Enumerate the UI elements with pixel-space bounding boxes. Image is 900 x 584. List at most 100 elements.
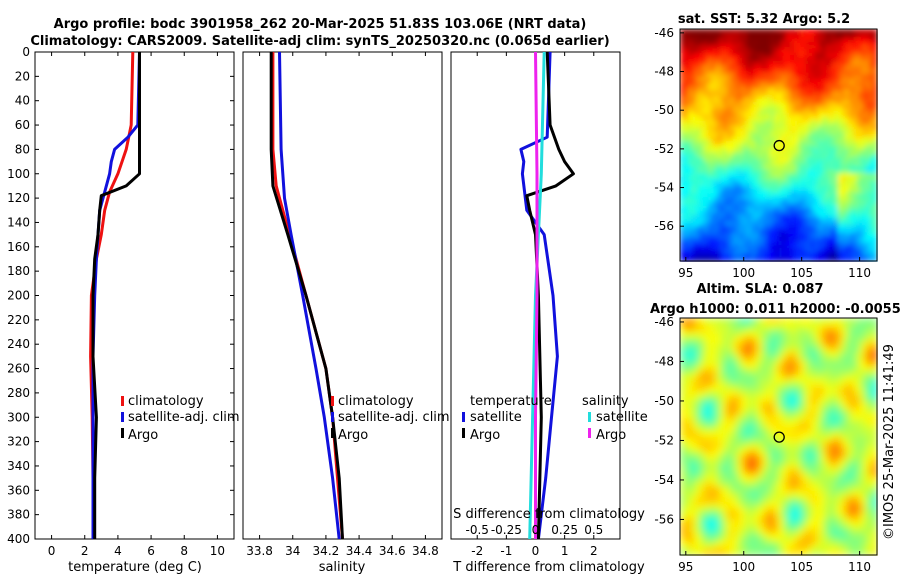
map-cell bbox=[680, 459, 685, 464]
map-cell bbox=[752, 468, 757, 473]
map-cell bbox=[823, 323, 828, 328]
lat-tick-label: -56 bbox=[654, 219, 674, 233]
map-cell bbox=[830, 37, 835, 42]
map-cell bbox=[853, 209, 858, 214]
map-cell bbox=[849, 165, 854, 170]
map-cell bbox=[834, 145, 839, 150]
map-cell bbox=[734, 487, 739, 492]
map-cell bbox=[823, 327, 828, 332]
map-cell bbox=[715, 253, 720, 258]
map-cell bbox=[755, 181, 760, 186]
map-cell bbox=[810, 373, 815, 378]
map-cell bbox=[837, 350, 842, 355]
map-cell bbox=[841, 464, 846, 469]
map-cell bbox=[693, 505, 698, 510]
map-cell bbox=[818, 41, 823, 46]
map-cell bbox=[779, 229, 784, 234]
map-cell bbox=[849, 253, 854, 258]
map-cell bbox=[818, 125, 823, 130]
map-cell bbox=[868, 427, 873, 432]
map-cell bbox=[864, 418, 869, 423]
map-cell bbox=[806, 121, 811, 126]
map-cell bbox=[725, 478, 730, 483]
map-cell bbox=[828, 427, 833, 432]
map-cell bbox=[680, 245, 685, 250]
map-cell bbox=[806, 253, 811, 258]
map-cell bbox=[782, 237, 787, 242]
map-cell bbox=[783, 400, 788, 405]
map-cell bbox=[832, 468, 837, 473]
map-cell bbox=[743, 350, 748, 355]
map-cell bbox=[734, 464, 739, 469]
map-cell bbox=[779, 81, 784, 86]
map-cell bbox=[704, 41, 709, 46]
map-cell bbox=[787, 332, 792, 337]
map-cell bbox=[743, 145, 748, 150]
map-cell bbox=[729, 482, 734, 487]
map-cell bbox=[704, 153, 709, 158]
map-cell bbox=[751, 233, 756, 238]
map-cell bbox=[747, 249, 752, 254]
map-cell bbox=[731, 253, 736, 258]
map-cell bbox=[716, 446, 721, 451]
map-cell bbox=[806, 245, 811, 250]
map-cell bbox=[716, 345, 721, 350]
map-cell bbox=[719, 85, 724, 90]
map-cell bbox=[688, 121, 693, 126]
map-cell bbox=[735, 29, 740, 34]
map-cell bbox=[716, 500, 721, 505]
map-cell bbox=[716, 455, 721, 460]
map-cell bbox=[680, 377, 685, 382]
map-cell bbox=[810, 437, 815, 442]
map-cell bbox=[707, 386, 712, 391]
map-cell bbox=[818, 137, 823, 142]
map-cell bbox=[735, 217, 740, 222]
map-cell bbox=[702, 350, 707, 355]
map-cell bbox=[796, 345, 801, 350]
map-cell bbox=[743, 105, 748, 110]
map-cell bbox=[767, 233, 772, 238]
map-cell bbox=[794, 229, 799, 234]
map-cell bbox=[723, 253, 728, 258]
map-cell bbox=[743, 391, 748, 396]
map-cell bbox=[702, 473, 707, 478]
map-cell bbox=[864, 482, 869, 487]
map-cell bbox=[743, 327, 748, 332]
map-cell bbox=[849, 169, 854, 174]
map-cell bbox=[810, 193, 815, 198]
map-cell bbox=[689, 368, 694, 373]
x-tick-label: -1 bbox=[500, 544, 512, 558]
map-cell bbox=[792, 450, 797, 455]
map-cell bbox=[818, 133, 823, 138]
map-cell bbox=[752, 441, 757, 446]
map-cell bbox=[719, 121, 724, 126]
map-cell bbox=[756, 359, 761, 364]
map-cell bbox=[680, 496, 685, 501]
map-cell bbox=[743, 427, 748, 432]
map-cell bbox=[787, 414, 792, 419]
map-cell bbox=[842, 133, 847, 138]
map-cell bbox=[792, 478, 797, 483]
map-cell bbox=[790, 181, 795, 186]
map-cell bbox=[810, 217, 815, 222]
map-cell bbox=[761, 496, 766, 501]
legend-climatology: climatology bbox=[128, 394, 204, 409]
map-cell bbox=[857, 165, 862, 170]
map-cell bbox=[838, 37, 843, 42]
map-cell bbox=[826, 129, 831, 134]
map-cell bbox=[734, 368, 739, 373]
map-cell bbox=[796, 491, 801, 496]
map-cell bbox=[849, 73, 854, 78]
map-cell bbox=[802, 29, 807, 34]
map-cell bbox=[684, 377, 689, 382]
map-cell bbox=[708, 237, 713, 242]
map-cell bbox=[805, 423, 810, 428]
map-cell bbox=[822, 181, 827, 186]
map-cell bbox=[735, 57, 740, 62]
map-cell bbox=[729, 323, 734, 328]
map-cell bbox=[731, 33, 736, 38]
map-cell bbox=[715, 141, 720, 146]
map-cell bbox=[845, 177, 850, 182]
map-cell bbox=[702, 354, 707, 359]
map-cell bbox=[814, 85, 819, 90]
